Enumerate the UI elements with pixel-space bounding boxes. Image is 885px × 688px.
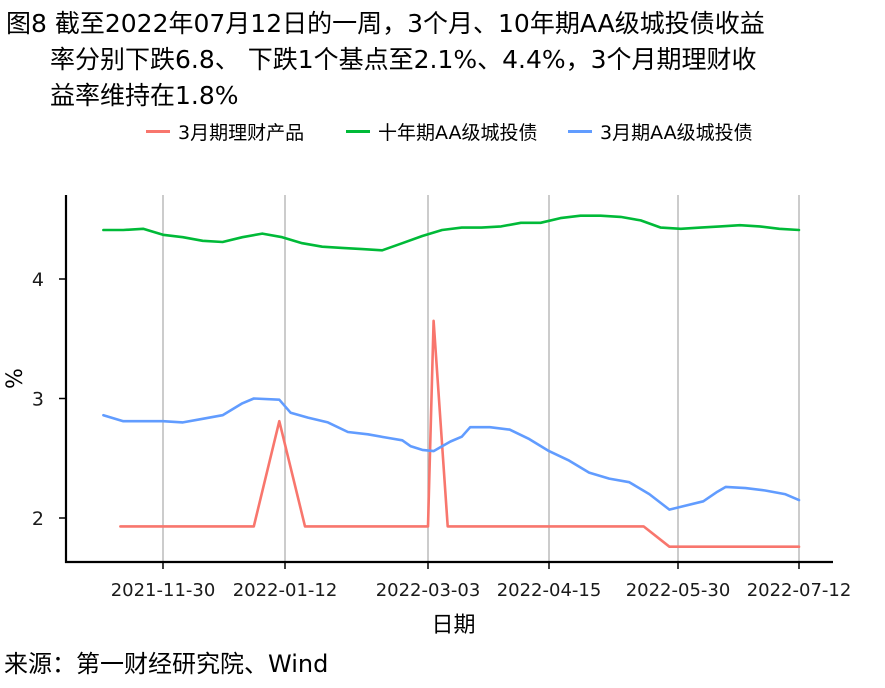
legend-item-aa-10y: 十年期AA级城投债 xyxy=(346,118,538,144)
x-tick-label: 2021-11-30 xyxy=(111,580,216,601)
legend-label-aa-3m: 3月期AA级城投债 xyxy=(600,121,753,144)
figure-number: 图8 xyxy=(6,9,47,38)
x-tick-label: 2022-04-15 xyxy=(497,580,602,601)
series-aa-10y-line xyxy=(102,214,801,252)
title-line-2: 率分别下跌6.8、 下跌1个基点至2.1%、4.4%，3个月期理财收 xyxy=(50,45,757,74)
y-tick-label: 4 xyxy=(32,269,44,291)
legend-label-aa-10y: 十年期AA级城投债 xyxy=(378,121,538,144)
legend-item-aa-3m: 3月期AA级城投债 xyxy=(568,118,753,144)
figure-title-text: 图8 截至2022年07月12日的一周，3个月、10年期AA级城投债收益 率分别… xyxy=(6,6,876,114)
x-tick-label: 2022-03-03 xyxy=(376,580,481,601)
legend-swatch-aa-3m xyxy=(568,129,592,133)
y-tick-label: 3 xyxy=(32,389,44,411)
source-note: 来源：第一财经研究院、Wind xyxy=(4,650,329,678)
legend-item-wealth-3m: 3月期理财产品 xyxy=(146,118,304,144)
legend-label-wealth-3m: 3月期理财产品 xyxy=(178,121,305,144)
title-line-3: 益率维持在1.8% xyxy=(50,81,239,110)
legend-swatch-wealth-3m xyxy=(146,129,170,133)
legend-swatch-aa-10y xyxy=(346,129,370,133)
x-tick-label: 2022-01-12 xyxy=(233,580,338,601)
figure-title: 图8 截至2022年07月12日的一周，3个月、10年期AA级城投债收益 率分别… xyxy=(6,6,876,114)
chart-legend: 3月期理财产品 十年期AA级城投债 3月期AA级城投债 xyxy=(0,118,885,144)
x-tick-label: 2022-05-30 xyxy=(626,580,731,601)
y-axis-title: % xyxy=(3,368,28,389)
series-aa-3m-line xyxy=(102,397,801,511)
title-line-1: 截至2022年07月12日的一周，3个月、10年期AA级城投债收益 xyxy=(54,9,765,38)
series-wealth-3m-line xyxy=(119,319,801,548)
x-axis-title: 日期 xyxy=(431,613,475,638)
x-tick-label: 2022-07-12 xyxy=(747,580,852,601)
y-tick-label: 2 xyxy=(32,508,44,530)
